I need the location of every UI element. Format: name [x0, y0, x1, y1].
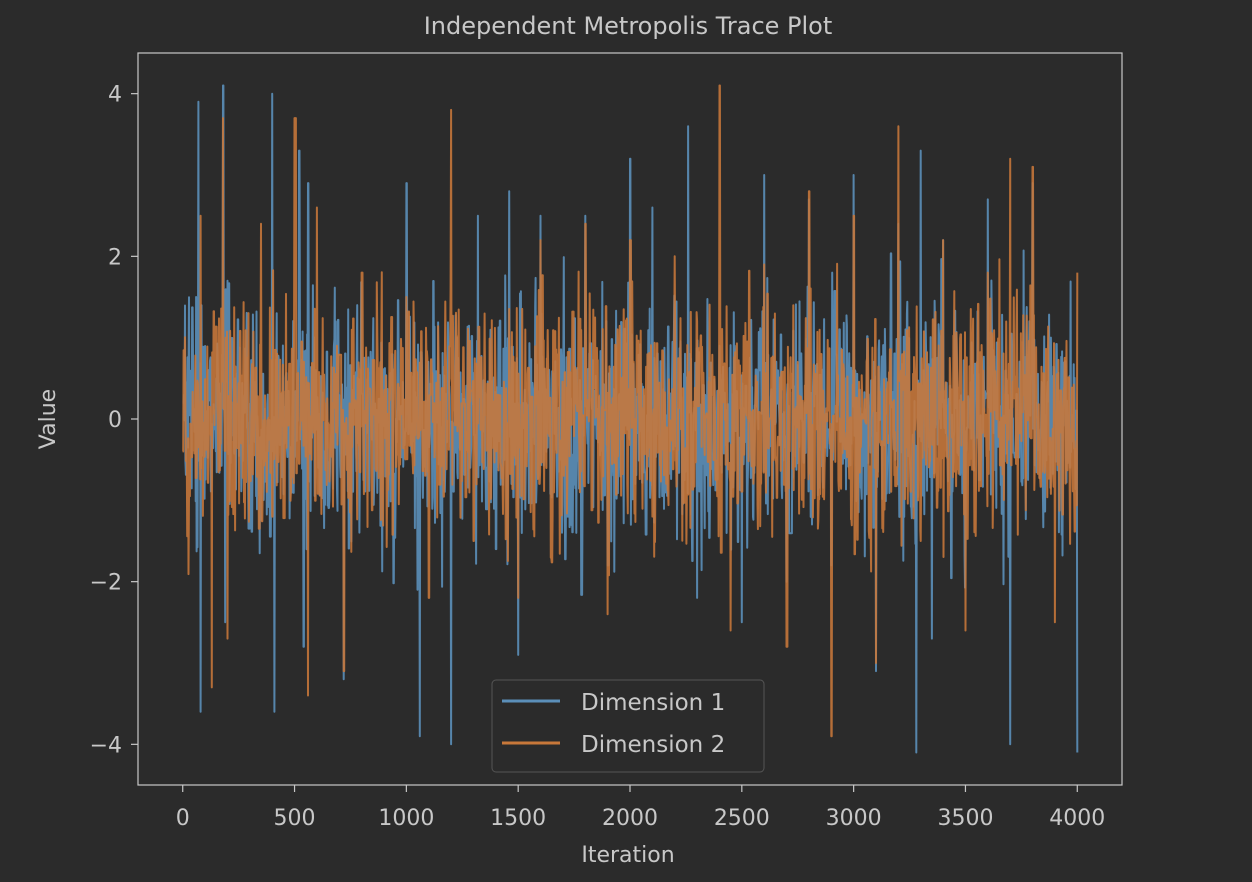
y-tick-label: 2: [108, 245, 122, 270]
y-axis-label: Value: [36, 389, 61, 449]
x-tick-label: 500: [274, 806, 316, 831]
y-tick-label: −4: [90, 733, 122, 758]
x-axis-label: Iteration: [581, 843, 674, 868]
y-tick-label: 4: [108, 83, 122, 108]
x-tick-label: 2500: [714, 806, 770, 831]
series-layer: [182, 84, 1079, 754]
y-tick-label: −2: [90, 571, 122, 596]
x-tick-label: 1000: [378, 806, 434, 831]
x-tick-label: 1500: [490, 806, 546, 831]
chart-title: Independent Metropolis Trace Plot: [424, 12, 833, 40]
y-tick-label: 0: [108, 408, 122, 433]
x-tick-label: 2000: [602, 806, 658, 831]
legend-label-dimension-2: Dimension 2: [581, 732, 725, 758]
legend-label-dimension-1: Dimension 1: [581, 690, 725, 716]
legend: Dimension 1 Dimension 2: [491, 679, 765, 773]
legend-box: [491, 679, 765, 773]
x-tick-label: 3000: [826, 806, 882, 831]
x-tick-label: 0: [176, 806, 190, 831]
x-tick-label: 4000: [1049, 806, 1105, 831]
x-tick-label: 3500: [937, 806, 993, 831]
y-axis-ticks: −4 −2 0 2 4: [90, 83, 138, 758]
series-line-2: [182, 84, 1079, 738]
x-axis-ticks: 0 500 1000 1500 2000 2500 3000 3500 4000: [176, 785, 1105, 831]
